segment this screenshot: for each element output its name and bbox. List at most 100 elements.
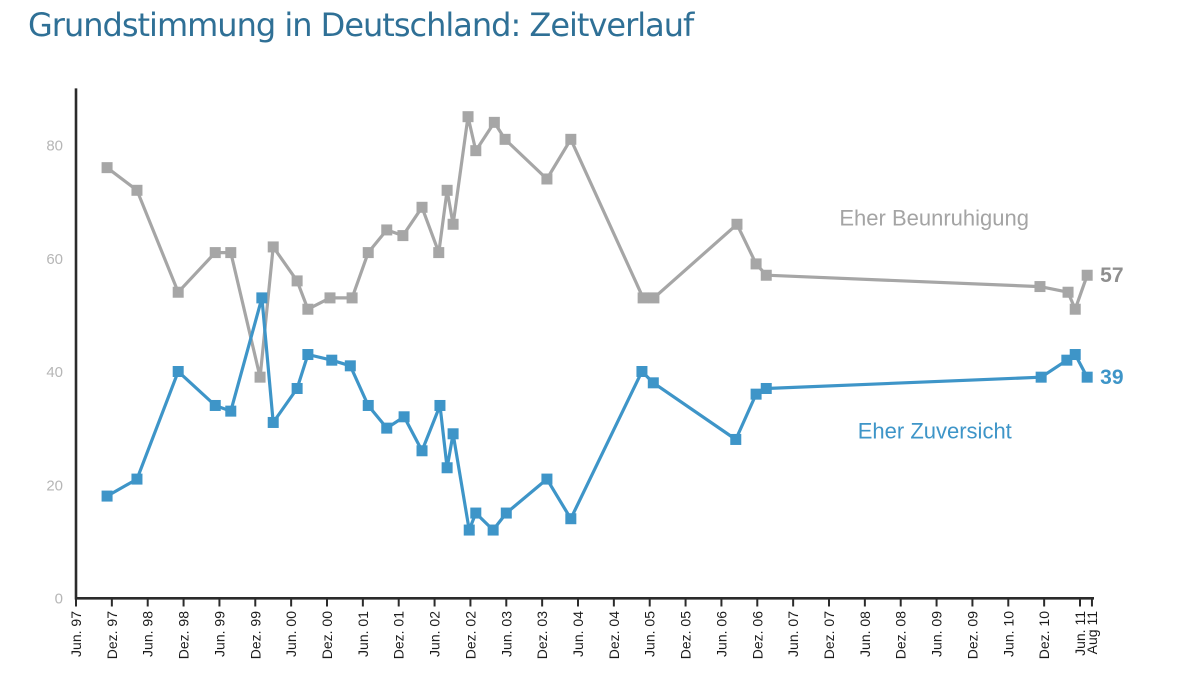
data-point-marker-eher-beunruhigung [397, 230, 409, 242]
data-point-marker-eher-zuversicht [447, 428, 459, 440]
data-point-marker-eher-beunruhigung [648, 292, 660, 304]
y-tick-label: 80 [46, 138, 63, 155]
data-point-marker-eher-beunruhigung [172, 286, 184, 298]
data-point-marker-eher-zuversicht [565, 513, 577, 525]
x-tick-label: Jun. 03 [498, 611, 514, 657]
x-tick-label: Dez. 00 [319, 611, 335, 659]
data-point-marker-eher-zuversicht [326, 354, 338, 366]
data-point-marker-eher-beunruhigung [291, 275, 303, 287]
x-tick-label: Dez. 99 [247, 611, 263, 659]
x-tick-label: Aug 11 [1084, 611, 1100, 655]
x-tick-label: Jun. 05 [642, 611, 658, 657]
data-point-marker-eher-beunruhigung [447, 218, 459, 230]
data-point-marker-eher-zuversicht [500, 507, 512, 519]
data-point-marker-eher-beunruhigung [416, 201, 428, 213]
x-tick-label: Jun. 11 [1072, 611, 1088, 656]
data-point-marker-eher-beunruhigung [462, 111, 474, 123]
x-tick-label: Jun. 10 [1000, 611, 1016, 657]
data-point-marker-eher-zuversicht [101, 490, 113, 502]
data-point-marker-eher-zuversicht [209, 399, 221, 411]
data-point-marker-eher-zuversicht [172, 366, 184, 377]
x-tick-label: Jun. 97 [68, 611, 84, 657]
data-point-marker-eher-zuversicht [381, 422, 393, 434]
x-tick-label: Dez. 07 [821, 611, 837, 659]
x-tick-label: Jun. 09 [929, 611, 945, 657]
data-point-marker-eher-beunruhigung [637, 292, 649, 304]
data-point-marker-eher-zuversicht [730, 433, 742, 445]
data-point-marker-eher-beunruhigung [302, 303, 314, 315]
data-point-marker-eher-zuversicht [1061, 354, 1073, 366]
x-tick-label: Jun. 99 [211, 611, 227, 657]
data-point-marker-eher-zuversicht [225, 405, 237, 417]
data-point-marker-eher-zuversicht [760, 382, 772, 394]
data-point-marker-eher-beunruhigung [362, 247, 374, 259]
data-point-marker-eher-beunruhigung [324, 292, 336, 304]
data-point-marker-eher-zuversicht [434, 399, 446, 411]
x-tick-label: Jun. 00 [283, 611, 299, 657]
data-point-marker-eher-beunruhigung [267, 241, 279, 253]
y-tick-label: 0 [55, 591, 63, 608]
data-point-marker-eher-beunruhigung [760, 269, 772, 281]
y-tick-label: 60 [46, 251, 63, 268]
page-title: Grundstimmung in Deutschland: Zeitverlau… [28, 6, 694, 44]
x-tick-label: Dez. 10 [1036, 611, 1052, 659]
data-point-marker-eher-zuversicht [267, 416, 279, 428]
data-point-marker-eher-beunruhigung [565, 133, 577, 145]
data-point-marker-eher-beunruhigung [101, 162, 113, 174]
x-tick-label: Jun. 07 [785, 611, 801, 657]
data-point-marker-eher-zuversicht [487, 524, 499, 536]
data-point-marker-eher-beunruhigung [541, 173, 553, 185]
series-label-eher-zuversicht: Eher Zuversicht [858, 418, 1012, 443]
data-point-marker-eher-zuversicht [647, 377, 659, 389]
data-point-marker-eher-zuversicht [1035, 371, 1047, 383]
data-point-marker-eher-zuversicht [344, 360, 356, 372]
x-tick-label: Dez. 97 [104, 611, 120, 659]
data-point-marker-eher-beunruhigung [731, 218, 743, 230]
data-point-marker-eher-beunruhigung [499, 133, 511, 145]
end-value-label-eher-zuversicht: 39 [1100, 366, 1123, 389]
x-tick-label: Dez. 08 [893, 611, 909, 659]
x-tick-label: Jun. 04 [570, 611, 586, 657]
x-tick-label: Dez. 03 [534, 611, 550, 659]
x-tick-label: Jun. 02 [427, 611, 443, 657]
data-point-marker-eher-beunruhigung [750, 258, 762, 270]
data-point-marker-eher-zuversicht [362, 399, 374, 411]
data-point-marker-eher-beunruhigung [254, 371, 266, 383]
data-point-marker-eher-zuversicht [636, 366, 648, 377]
data-point-marker-eher-zuversicht [441, 462, 453, 474]
data-point-marker-eher-zuversicht [256, 292, 268, 304]
data-point-marker-eher-zuversicht [291, 382, 303, 394]
x-tick-label: Jun. 06 [713, 611, 729, 657]
x-tick-label: Jun. 98 [140, 611, 156, 657]
data-point-marker-eher-zuversicht [470, 507, 482, 519]
data-point-marker-eher-beunruhigung [488, 116, 500, 128]
x-tick-label: Dez. 06 [749, 611, 765, 659]
x-tick-label: Dez. 98 [176, 611, 192, 659]
data-point-marker-eher-beunruhigung [1034, 281, 1046, 293]
data-point-marker-eher-beunruhigung [1062, 286, 1074, 298]
series-label-eher-beunruhigung: Eher Beunruhigung [839, 206, 1029, 231]
x-tick-label: Dez. 01 [391, 611, 407, 659]
end-value-label-eher-beunruhigung: 57 [1100, 264, 1123, 287]
data-point-marker-eher-zuversicht [416, 445, 428, 457]
data-point-marker-eher-beunruhigung [225, 247, 237, 259]
data-point-marker-eher-zuversicht [302, 349, 314, 361]
data-point-marker-eher-zuversicht [1069, 349, 1081, 361]
x-tick-label: Dez. 09 [964, 611, 980, 659]
data-point-marker-eher-beunruhigung [1069, 303, 1081, 315]
data-point-marker-eher-beunruhigung [381, 224, 393, 236]
x-tick-label: Dez. 04 [606, 611, 622, 659]
data-point-marker-eher-zuversicht [750, 388, 762, 400]
data-point-marker-eher-beunruhigung [470, 145, 482, 157]
data-point-marker-eher-beunruhigung [441, 184, 453, 196]
data-point-marker-eher-beunruhigung [346, 292, 358, 304]
x-tick-label: Dez. 05 [678, 611, 694, 659]
data-point-marker-eher-beunruhigung [1081, 269, 1093, 281]
data-point-marker-eher-zuversicht [463, 524, 475, 536]
data-point-marker-eher-zuversicht [131, 473, 143, 485]
data-point-marker-eher-zuversicht [541, 473, 553, 485]
x-tick-label: Dez. 02 [462, 611, 478, 659]
data-point-marker-eher-zuversicht [1081, 371, 1093, 383]
